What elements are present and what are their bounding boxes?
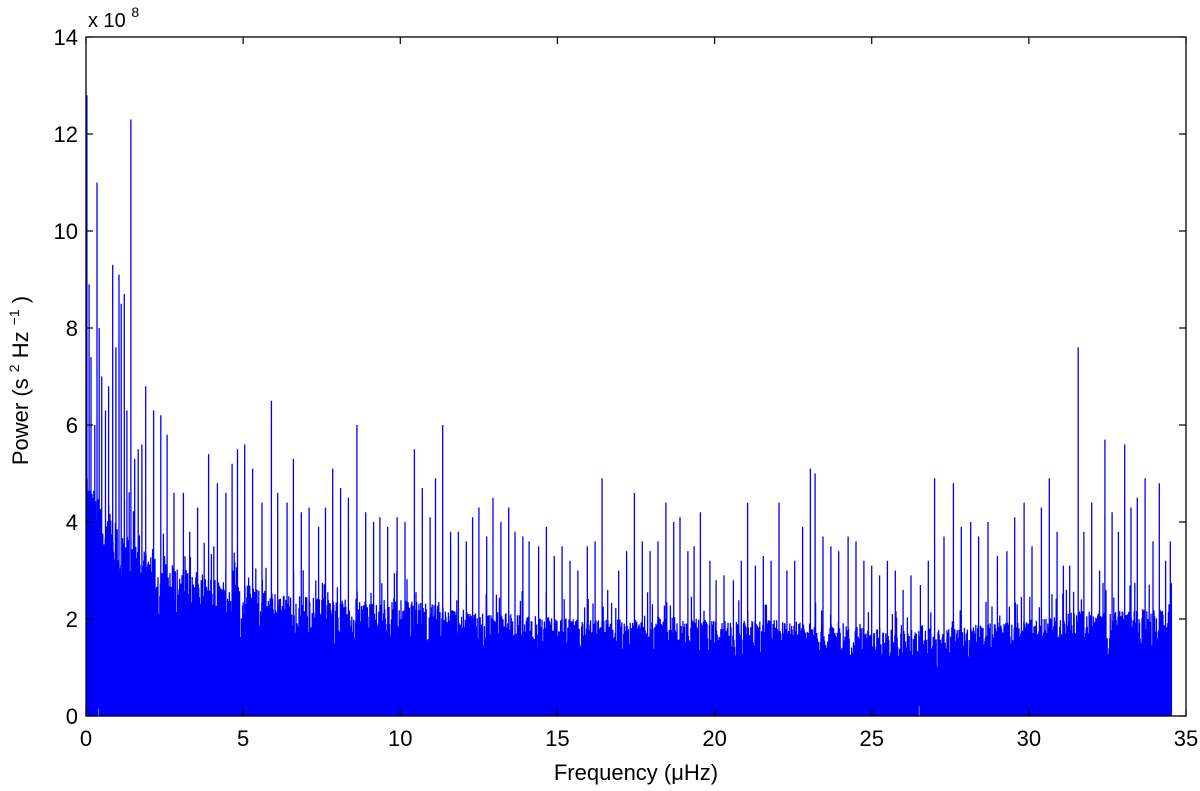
y-title-suffix: ) (8, 296, 33, 303)
y-tick-label: 0 (66, 704, 78, 729)
x-tick-label: 0 (80, 726, 92, 751)
y-tick-label: 6 (66, 413, 78, 438)
power-spectrum-series (85, 95, 1173, 716)
y-title-sup2: −1 (6, 309, 22, 325)
y-tick-label: 2 (66, 607, 78, 632)
y-title-mid: Hz (8, 331, 33, 358)
y-multiplier-base: x 10 (88, 10, 126, 32)
x-axis-title: Frequency (μHz) (554, 760, 718, 785)
y-title-prefix: Power (s (8, 378, 33, 465)
x-axis-ticks: 0 5 10 15 20 25 30 35 (80, 37, 1198, 751)
y-tick-label: 8 (66, 316, 78, 341)
y-axis-ticks: 0 2 4 6 8 10 12 14 (54, 25, 1186, 729)
y-axis-title: Power (s 2 Hz −1 ) (0, 296, 33, 465)
y-tick-label: 10 (54, 219, 78, 244)
y-axis-multiplier: x 10 8 (88, 4, 139, 32)
x-tick-label: 15 (545, 726, 569, 751)
x-tick-label: 5 (237, 726, 249, 751)
x-tick-label: 20 (702, 726, 726, 751)
y-multiplier-exponent: 8 (131, 4, 139, 20)
x-tick-label: 35 (1174, 726, 1198, 751)
x-tick-label: 25 (859, 726, 883, 751)
x-tick-label: 10 (388, 726, 412, 751)
plot-area (85, 95, 1173, 716)
x-tick-label: 30 (1017, 726, 1041, 751)
y-tick-label: 12 (54, 122, 78, 147)
y-tick-label: 14 (54, 25, 78, 50)
axes-frame (85, 36, 1187, 717)
y-tick-label: 4 (66, 510, 78, 535)
y-title-sup1: 2 (6, 364, 22, 372)
